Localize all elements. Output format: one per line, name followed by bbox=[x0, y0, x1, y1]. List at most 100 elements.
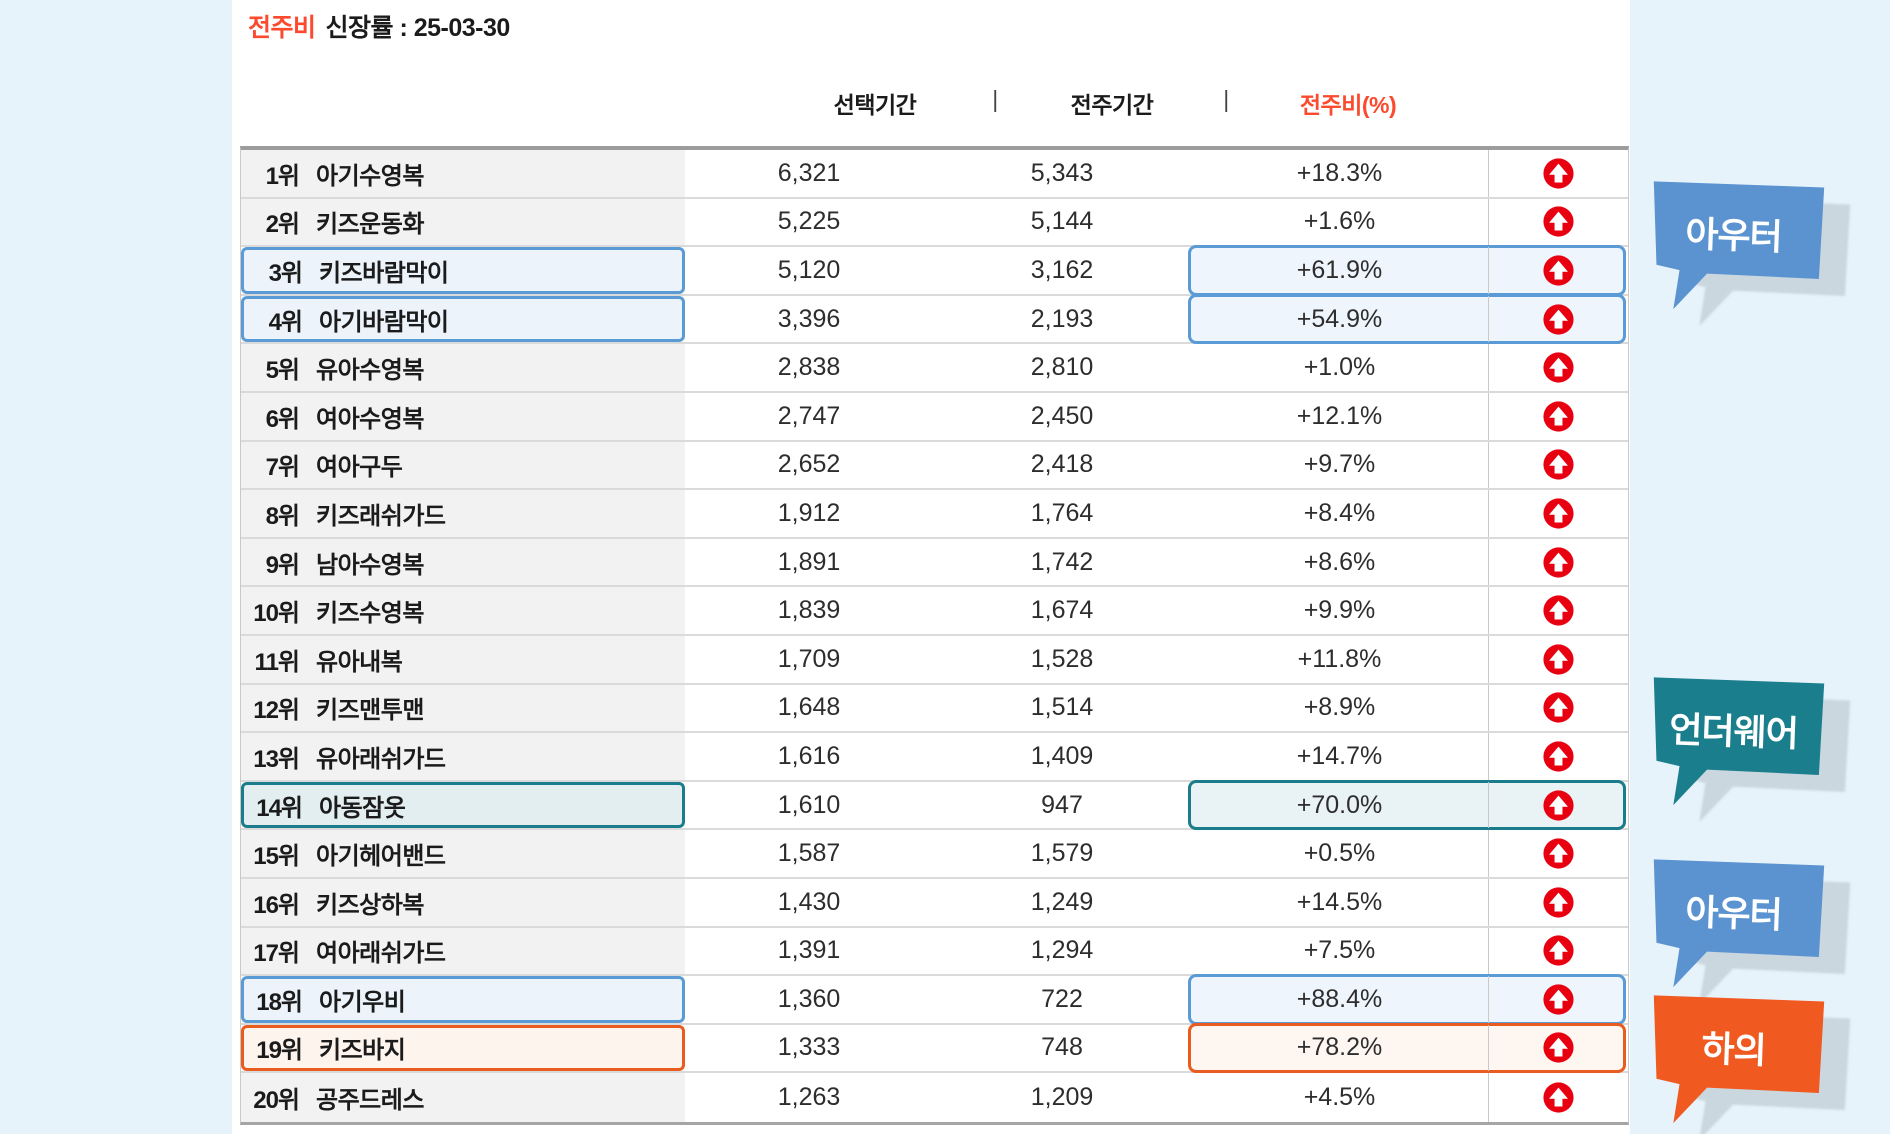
previous-period-value: 1,209 bbox=[1030, 1083, 1094, 1112]
selected-period-value: 1,587 bbox=[777, 839, 841, 868]
arrow-cell bbox=[1488, 635, 1628, 683]
arrow-cell bbox=[1488, 198, 1628, 246]
previous-period-value: 1,514 bbox=[1030, 693, 1094, 722]
rank-label: 6위 bbox=[265, 405, 300, 433]
arrow-cell bbox=[1488, 441, 1628, 489]
up-arrow-circle-icon bbox=[1543, 838, 1574, 869]
growth-rate-value: +18.3% bbox=[1296, 158, 1383, 187]
rank-label: 9위 bbox=[265, 551, 300, 579]
arrow-cell bbox=[1488, 976, 1628, 1023]
previous-period-value: 2,810 bbox=[1030, 353, 1094, 382]
growth-rate-value: +70.0% bbox=[1296, 790, 1383, 819]
arrow-cell bbox=[1488, 781, 1628, 829]
category-callout: 하의 bbox=[1650, 990, 1828, 1132]
previous-period-value: 1,294 bbox=[1030, 936, 1094, 965]
keyword-label: 키즈바지 bbox=[319, 1037, 406, 1065]
table-row: 5위 유아수영복 2,838 2,810 +1.0% bbox=[241, 344, 1628, 393]
keyword-cell: 4위 아기바람막이 bbox=[241, 295, 685, 343]
rank-label: 17위 bbox=[253, 940, 300, 968]
growth-rate-value: +0.5% bbox=[1303, 839, 1376, 868]
previous-period-value: 1,674 bbox=[1030, 596, 1094, 625]
keyword-label: 아기우비 bbox=[319, 988, 406, 1016]
keyword-label: 유아수영복 bbox=[316, 357, 424, 385]
table-row: 9위 남아수영복 1,891 1,742 +8.6% bbox=[241, 538, 1628, 588]
selected-period-value: 1,391 bbox=[777, 936, 841, 965]
keyword-cell: 10위 키즈수영복 bbox=[241, 587, 685, 634]
table-row: 13위 유아래쉬가드 1,616 1,409 +14.7% bbox=[241, 733, 1628, 782]
table-row: 12위 키즈맨투맨 1,648 1,514 +8.9% bbox=[241, 684, 1628, 734]
selected-period-value: 1,333 bbox=[777, 1033, 841, 1062]
selected-period-value: 5,120 bbox=[777, 255, 841, 284]
keyword-label: 유아래쉬가드 bbox=[316, 745, 446, 773]
growth-rate-value: +8.9% bbox=[1303, 693, 1376, 722]
up-arrow-circle-icon bbox=[1543, 449, 1574, 480]
keyword-cell: 20위 공주드레스 bbox=[241, 1073, 685, 1122]
growth-rate-value: +8.4% bbox=[1303, 498, 1376, 527]
selected-period-value: 5,225 bbox=[777, 207, 841, 236]
keyword-cell: 12위 키즈맨투맨 bbox=[241, 684, 685, 732]
up-arrow-circle-icon bbox=[1543, 644, 1574, 675]
growth-rate-value: +4.5% bbox=[1303, 1083, 1376, 1112]
keyword-label: 유아내복 bbox=[316, 648, 403, 676]
column-divider-bar: | bbox=[1223, 86, 1229, 112]
keyword-label: 키즈상하복 bbox=[316, 891, 424, 919]
keyword-cell: 3위 키즈바람막이 bbox=[241, 247, 685, 294]
keyword-label: 키즈맨투맨 bbox=[316, 697, 424, 725]
keyword-cell: 5위 유아수영복 bbox=[241, 344, 685, 391]
callout-label: 언더웨어 bbox=[1668, 709, 1799, 755]
selected-period-value: 1,709 bbox=[777, 644, 841, 673]
up-arrow-circle-icon bbox=[1543, 206, 1574, 237]
rank-label: 12위 bbox=[253, 697, 300, 725]
column-divider-bar: | bbox=[992, 86, 998, 112]
table-row: 20위 공주드레스 1,263 1,209 +4.5% bbox=[241, 1073, 1628, 1122]
callout-label: 하의 bbox=[1700, 1028, 1767, 1072]
growth-rate-value: +9.9% bbox=[1303, 596, 1376, 625]
keyword-cell: 16위 키즈상하복 bbox=[241, 878, 685, 926]
arrow-cell bbox=[1488, 684, 1628, 732]
previous-period-value: 3,162 bbox=[1030, 255, 1094, 284]
table-row: 2위 키즈운동화 5,225 5,144 +1.6% bbox=[241, 198, 1628, 248]
selected-period-value: 1,648 bbox=[777, 693, 841, 722]
keyword-label: 키즈바람막이 bbox=[319, 259, 449, 287]
category-callout: 아우터 bbox=[1650, 176, 1828, 318]
up-arrow-circle-icon bbox=[1543, 789, 1574, 821]
previous-period-value: 1,579 bbox=[1030, 839, 1094, 868]
table-row: 14위 아동잠옷 1,610 947 +70.0% bbox=[241, 779, 1628, 831]
rank-label: 10위 bbox=[253, 600, 300, 628]
speech-bubble-shape bbox=[1653, 859, 1825, 988]
keyword-label: 남아수영복 bbox=[316, 551, 424, 579]
previous-period-value: 1,409 bbox=[1030, 741, 1094, 770]
speech-bubble-shape bbox=[1653, 181, 1825, 310]
speech-bubble-shape bbox=[1653, 677, 1825, 806]
keyword-cell: 11위 유아내복 bbox=[241, 635, 685, 683]
growth-rate-value: +14.5% bbox=[1296, 887, 1383, 916]
growth-rate-value: +12.1% bbox=[1296, 401, 1383, 430]
rank-label: 18위 bbox=[256, 988, 303, 1016]
up-arrow-circle-icon bbox=[1543, 158, 1574, 189]
table-row: 6위 여아수영복 2,747 2,450 +12.1% bbox=[241, 392, 1628, 442]
up-arrow-circle-icon bbox=[1543, 352, 1574, 383]
rank-label: 7위 bbox=[265, 454, 300, 482]
table-row: 10위 키즈수영복 1,839 1,674 +9.9% bbox=[241, 587, 1628, 636]
callout-label: 아우터 bbox=[1684, 891, 1783, 936]
table-row: 18위 아기우비 1,360 722 +88.4% bbox=[241, 974, 1628, 1025]
selected-period-value: 2,747 bbox=[777, 401, 841, 430]
previous-period-value: 1,249 bbox=[1030, 887, 1094, 916]
previous-period-value: 1,528 bbox=[1030, 644, 1094, 673]
up-arrow-circle-icon bbox=[1543, 692, 1574, 723]
up-arrow-circle-icon bbox=[1543, 546, 1574, 578]
arrow-cell bbox=[1488, 1024, 1628, 1072]
rank-label: 14위 bbox=[256, 794, 303, 822]
previous-period-value: 2,418 bbox=[1030, 450, 1094, 479]
growth-rate-value: +9.7% bbox=[1303, 450, 1376, 479]
keyword-label: 키즈운동화 bbox=[316, 211, 424, 239]
table-row: 17위 여아래쉬가드 1,391 1,294 +7.5% bbox=[241, 927, 1628, 977]
rank-label: 3위 bbox=[268, 259, 303, 287]
keyword-cell: 14위 아동잠옷 bbox=[241, 781, 685, 829]
up-arrow-circle-icon bbox=[1543, 401, 1574, 432]
selected-period-value: 6,321 bbox=[777, 158, 841, 187]
keyword-cell: 19위 키즈바지 bbox=[241, 1024, 685, 1072]
keyword-cell: 6위 여아수영복 bbox=[241, 392, 685, 440]
title-rest: 신장률 : 25-03-30 bbox=[325, 14, 511, 42]
keyword-label: 여아구두 bbox=[316, 454, 403, 482]
